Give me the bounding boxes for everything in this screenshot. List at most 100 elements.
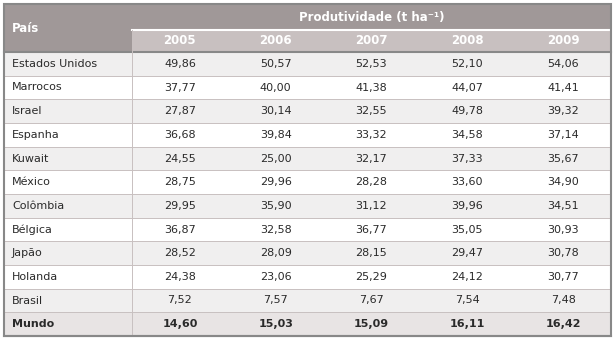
Bar: [515, 289, 611, 312]
Text: 52,10: 52,10: [451, 59, 483, 69]
Text: 35,67: 35,67: [547, 153, 579, 164]
Bar: [132, 289, 228, 312]
Text: Colômbia: Colômbia: [12, 201, 64, 211]
Text: 33,32: 33,32: [355, 130, 387, 140]
Text: 36,87: 36,87: [164, 224, 196, 235]
Bar: [228, 76, 323, 99]
Text: 2005: 2005: [164, 34, 196, 48]
Text: 7,57: 7,57: [263, 295, 288, 306]
Bar: [228, 265, 323, 289]
Text: Produtividade (t ha⁻¹): Produtividade (t ha⁻¹): [299, 11, 444, 23]
Bar: [4, 123, 132, 147]
Text: 29,96: 29,96: [260, 177, 292, 187]
Bar: [419, 218, 515, 241]
Bar: [4, 265, 132, 289]
Text: 41,41: 41,41: [547, 83, 579, 92]
Bar: [132, 241, 228, 265]
Text: 50,57: 50,57: [260, 59, 292, 69]
Text: 29,95: 29,95: [164, 201, 196, 211]
Text: 37,33: 37,33: [451, 153, 483, 164]
Bar: [323, 289, 419, 312]
Text: 16,11: 16,11: [450, 319, 485, 329]
Text: Bélgica: Bélgica: [12, 224, 53, 235]
Bar: [515, 241, 611, 265]
Bar: [228, 99, 323, 123]
Bar: [228, 289, 323, 312]
Bar: [419, 194, 515, 218]
Bar: [132, 76, 228, 99]
Bar: [132, 265, 228, 289]
Bar: [228, 52, 323, 76]
Bar: [323, 265, 419, 289]
Bar: [4, 194, 132, 218]
Bar: [515, 194, 611, 218]
Bar: [419, 123, 515, 147]
Bar: [515, 30, 611, 52]
Bar: [132, 194, 228, 218]
Bar: [419, 265, 515, 289]
Text: 40,00: 40,00: [260, 83, 292, 92]
Bar: [4, 4, 132, 52]
Bar: [228, 170, 323, 194]
Bar: [419, 76, 515, 99]
Bar: [323, 194, 419, 218]
Text: Japão: Japão: [12, 248, 43, 258]
Text: 39,96: 39,96: [451, 201, 483, 211]
Bar: [419, 241, 515, 265]
Bar: [515, 123, 611, 147]
Bar: [132, 123, 228, 147]
Bar: [323, 123, 419, 147]
Bar: [323, 30, 419, 52]
Text: 28,09: 28,09: [260, 248, 292, 258]
Bar: [323, 147, 419, 170]
Bar: [4, 312, 132, 336]
Text: Espanha: Espanha: [12, 130, 60, 140]
Bar: [515, 76, 611, 99]
Text: 44,07: 44,07: [451, 83, 483, 92]
Bar: [323, 312, 419, 336]
Bar: [228, 123, 323, 147]
Bar: [228, 147, 323, 170]
Text: 30,77: 30,77: [547, 272, 579, 282]
Text: 27,87: 27,87: [164, 106, 196, 116]
Text: 36,68: 36,68: [164, 130, 196, 140]
Text: 36,77: 36,77: [355, 224, 387, 235]
Text: 2009: 2009: [547, 34, 579, 48]
Text: 24,38: 24,38: [164, 272, 196, 282]
Text: 54,06: 54,06: [547, 59, 579, 69]
Text: 34,90: 34,90: [547, 177, 579, 187]
Bar: [4, 52, 132, 76]
Text: 15,03: 15,03: [258, 319, 293, 329]
Text: 2006: 2006: [260, 34, 292, 48]
Bar: [132, 30, 228, 52]
Bar: [515, 265, 611, 289]
Text: 49,78: 49,78: [451, 106, 483, 116]
Bar: [515, 218, 611, 241]
Bar: [4, 170, 132, 194]
Text: 7,48: 7,48: [550, 295, 576, 306]
Text: Holanda: Holanda: [12, 272, 58, 282]
Text: 37,77: 37,77: [164, 83, 196, 92]
Bar: [323, 99, 419, 123]
Bar: [419, 30, 515, 52]
Text: 35,90: 35,90: [260, 201, 292, 211]
Text: 2007: 2007: [355, 34, 387, 48]
Bar: [228, 241, 323, 265]
Bar: [419, 52, 515, 76]
Text: 33,60: 33,60: [451, 177, 483, 187]
Text: 28,52: 28,52: [164, 248, 196, 258]
Text: 32,17: 32,17: [355, 153, 387, 164]
Bar: [419, 99, 515, 123]
Bar: [228, 194, 323, 218]
Text: Israel: Israel: [12, 106, 42, 116]
Bar: [323, 170, 419, 194]
Bar: [132, 4, 611, 30]
Bar: [4, 289, 132, 312]
Bar: [515, 312, 611, 336]
Bar: [419, 289, 515, 312]
Text: 37,14: 37,14: [547, 130, 579, 140]
Text: Kuwait: Kuwait: [12, 153, 49, 164]
Text: 23,06: 23,06: [260, 272, 292, 282]
Bar: [4, 147, 132, 170]
Bar: [515, 52, 611, 76]
